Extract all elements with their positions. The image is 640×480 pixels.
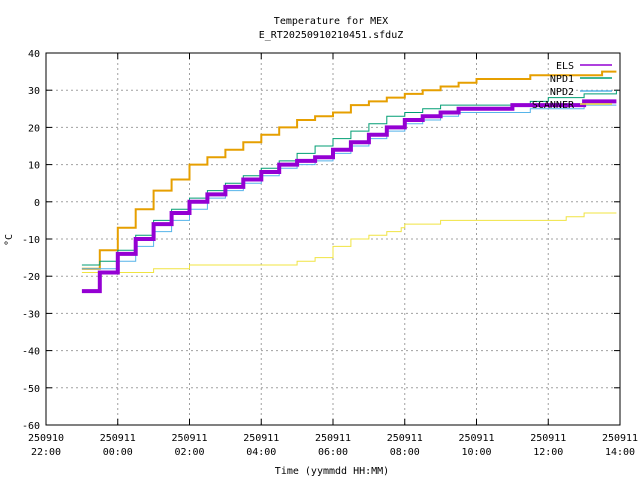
x-tick-label: 250911 — [315, 433, 351, 444]
legend-label-scanner: SCANNER — [532, 100, 575, 111]
x-tick-label: 12:00 — [533, 447, 563, 458]
chart-subtitle: E_RT20250910210451.sfduZ — [259, 30, 404, 41]
series-line-scanner — [81, 212, 617, 273]
x-tick-label: 02:00 — [174, 447, 204, 458]
x-tick-label: 06:00 — [318, 447, 348, 458]
y-tick-label: -20 — [22, 272, 40, 283]
x-tick-label: 250911 — [602, 433, 638, 444]
legend-label-els: ELS — [556, 61, 574, 72]
y-tick-label: 20 — [28, 123, 40, 134]
x-tick-label: 10:00 — [461, 447, 491, 458]
series-line-unnamed — [81, 70, 617, 270]
x-tick-label: 04:00 — [246, 447, 276, 458]
axis-ticks: -60 -50 -40 -30 -20 -10 0 10 20 30 40 250910 22:00 25… — [22, 49, 638, 458]
x-tick-label: 250911 — [100, 433, 136, 444]
y-axis-label: °C — [4, 234, 15, 246]
y-tick-label: 10 — [28, 161, 40, 172]
x-tick-label: 08:00 — [390, 447, 420, 458]
x-tick-label: 250911 — [243, 433, 279, 444]
x-tick-label: 250911 — [458, 433, 494, 444]
y-tick-label: 30 — [28, 86, 40, 97]
x-tick-label: 14:00 — [605, 447, 635, 458]
y-tick-label: 40 — [28, 49, 40, 60]
x-tick-label: 00:00 — [103, 447, 133, 458]
x-tick-label: 250911 — [387, 433, 423, 444]
y-tick-label: -30 — [22, 309, 40, 320]
legend-label-npd1: NPD1 — [550, 74, 574, 85]
x-tick-label: 250911 — [171, 433, 207, 444]
y-tick-label: 0 — [34, 198, 40, 209]
x-tick-label: 22:00 — [31, 447, 61, 458]
x-tick-label: 250910 — [28, 433, 64, 444]
chart-title: Temperature for MEX — [274, 16, 388, 27]
legend: ELS NPD1 NPD2 SCANNER — [532, 61, 612, 111]
y-tick-label: -50 — [22, 384, 40, 395]
legend-label-npd2: NPD2 — [550, 87, 574, 98]
y-tick-label: -40 — [22, 347, 40, 358]
x-axis-label: Time (yymmdd HH:MM) — [275, 466, 389, 477]
series-line-els — [81, 99, 617, 294]
y-tick-label: -10 — [22, 235, 40, 246]
x-tick-label: 250911 — [530, 433, 566, 444]
plot-frame — [45, 52, 621, 426]
series-layer — [81, 70, 617, 294]
y-tick-label: -60 — [22, 421, 40, 432]
